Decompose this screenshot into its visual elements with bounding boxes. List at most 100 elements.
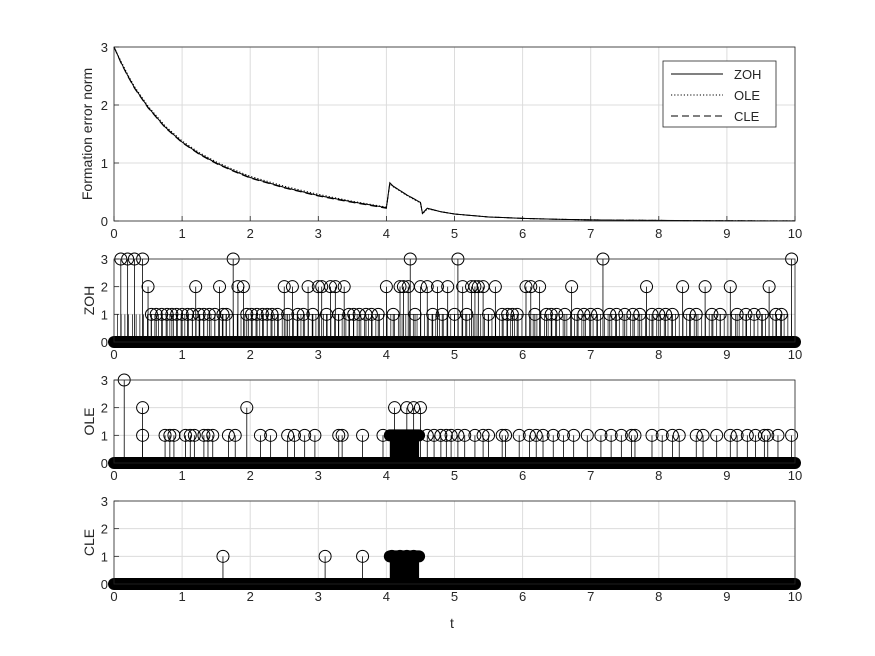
stem-marker — [730, 307, 744, 321]
stem-marker — [426, 307, 440, 321]
stem-marker — [723, 280, 737, 294]
x-tick-label: 8 — [655, 468, 662, 483]
stem-marker — [136, 401, 150, 415]
stem-marker — [160, 307, 174, 321]
stem-marker — [739, 307, 753, 321]
stem-marker — [771, 428, 785, 442]
stem-marker — [197, 307, 211, 321]
x-tick-label: 10 — [788, 347, 802, 362]
legend-label: CLE — [734, 109, 760, 124]
stem-marker — [315, 280, 329, 294]
x-tick-label: 8 — [655, 226, 662, 241]
stem-marker — [665, 428, 679, 442]
stem-marker — [482, 307, 496, 321]
x-tick-label: 5 — [451, 347, 458, 362]
stem-marker — [476, 428, 490, 442]
stem-marker — [408, 307, 422, 321]
stem-marker — [510, 307, 524, 321]
x-tick-label: 0 — [110, 589, 117, 604]
stem-marker — [393, 280, 407, 294]
y-tick-label: 2 — [101, 280, 108, 295]
stem-marker — [155, 307, 169, 321]
stem-marker — [420, 428, 434, 442]
stem-marker — [747, 307, 761, 321]
stem-marker — [324, 280, 338, 294]
stem-marker — [253, 428, 267, 442]
stem-marker — [713, 307, 727, 321]
stem-marker — [451, 428, 465, 442]
x-axis-label: t — [450, 615, 454, 631]
stem-marker — [407, 401, 421, 415]
stem-marker — [250, 307, 264, 321]
x-tick-label: 3 — [315, 468, 322, 483]
stem-marker — [614, 428, 628, 442]
stem-marker — [730, 428, 744, 442]
stem-marker — [385, 549, 399, 563]
x-tick-label: 2 — [247, 589, 254, 604]
stem-marker — [665, 307, 679, 321]
x-tick-label: 10 — [788, 589, 802, 604]
stem-marker — [202, 307, 216, 321]
x-tick-label: 2 — [247, 347, 254, 362]
stem-marker — [769, 307, 783, 321]
x-tick-label: 7 — [587, 226, 594, 241]
stem-marker — [682, 307, 696, 321]
axes-frame — [113, 46, 796, 222]
x-tick-label: 4 — [383, 347, 390, 362]
stem-marker — [328, 280, 342, 294]
y-tick-label: 2 — [101, 522, 108, 537]
stem-marker — [696, 428, 710, 442]
stem-marker — [604, 428, 618, 442]
stem-marker — [221, 428, 235, 442]
legend-label: OLE — [734, 88, 760, 103]
stem-marker — [301, 280, 315, 294]
stem-marker — [698, 280, 712, 294]
stem-marker — [179, 428, 193, 442]
stem-marker — [444, 428, 458, 442]
y-axis-label: OLE — [81, 407, 97, 435]
stem-marker — [356, 428, 370, 442]
stem-marker — [364, 307, 378, 321]
stem-marker — [296, 307, 310, 321]
stem-marker — [584, 307, 598, 321]
stem-marker — [757, 428, 771, 442]
x-tick-label: 6 — [519, 226, 526, 241]
x-tick-label: 6 — [519, 589, 526, 604]
stem-marker — [468, 280, 482, 294]
stem-marker — [183, 428, 197, 442]
stem-marker — [386, 307, 400, 321]
stem-marker — [628, 428, 642, 442]
stem-marker — [393, 549, 407, 563]
stem-marker — [170, 307, 184, 321]
x-tick-label: 7 — [587, 347, 594, 362]
axes-frame — [113, 500, 796, 585]
y-tick-label: 3 — [101, 40, 108, 55]
stem-marker — [761, 428, 775, 442]
y-tick-label: 2 — [101, 401, 108, 416]
x-tick-label: 1 — [178, 347, 185, 362]
x-tick-label: 8 — [655, 347, 662, 362]
series-line-cle — [113, 46, 796, 222]
stem-marker — [144, 307, 158, 321]
stem-marker — [580, 428, 594, 442]
stem-marker — [471, 280, 485, 294]
stem-marker — [626, 307, 640, 321]
x-tick-label: 9 — [723, 468, 730, 483]
stem-marker — [640, 280, 654, 294]
stem-marker — [163, 428, 177, 442]
stem-marker — [236, 280, 250, 294]
stem-marker — [570, 307, 584, 321]
stem-marker — [379, 280, 393, 294]
stem-marker — [281, 428, 295, 442]
stem-marker — [672, 428, 686, 442]
stem-marker — [216, 307, 230, 321]
stem-marker — [240, 307, 254, 321]
stem-marker — [396, 280, 410, 294]
x-tick-label: 10 — [788, 468, 802, 483]
stem-marker — [495, 307, 509, 321]
stem-marker — [522, 428, 536, 442]
stem-marker — [482, 428, 496, 442]
x-tick-label: 5 — [451, 468, 458, 483]
stem-marker — [332, 307, 346, 321]
